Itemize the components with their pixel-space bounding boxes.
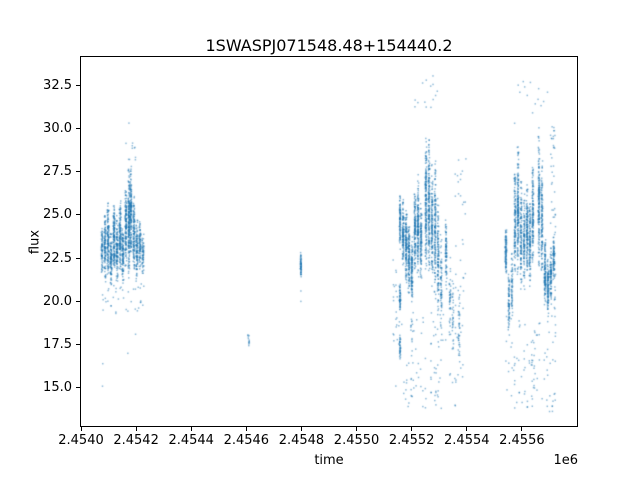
x-tick-mark: [190, 427, 192, 431]
x-tick-label: 2.4544: [168, 433, 214, 448]
y-tick-label: 17.5: [43, 337, 72, 353]
y-tick-label: 22.5: [43, 250, 72, 266]
x-tick-label: 2.4548: [278, 433, 325, 448]
x-tick-label: 2.4542: [113, 433, 159, 448]
y-tick-mark: [76, 171, 80, 173]
x-tick-mark: [245, 427, 247, 431]
x-tick-mark: [356, 427, 358, 431]
y-tick-mark: [76, 300, 80, 302]
x-tick-label: 2.4546: [223, 433, 270, 448]
x-tick-mark: [80, 427, 82, 431]
x-tick-mark: [135, 427, 137, 431]
chart-title: 1SWASPJ071548.48+154440.2: [205, 36, 453, 55]
x-tick-label: 2.4554: [444, 433, 490, 448]
x-tick-label: 2.4540: [58, 433, 104, 448]
y-tick-label: 27.5: [43, 164, 72, 180]
x-tick-mark: [411, 427, 413, 431]
y-tick-mark: [76, 214, 80, 216]
y-tick-mark: [76, 127, 80, 129]
x-tick-label: 2.4556: [499, 433, 545, 448]
x-axis-offset-label: 1e6: [553, 453, 578, 468]
x-axis-label: time: [314, 453, 344, 468]
scatter-points-canvas: [81, 57, 577, 426]
x-tick-mark: [521, 427, 523, 431]
y-tick-mark: [76, 257, 80, 259]
x-tick-mark: [466, 427, 468, 431]
y-tick-label: 30.0: [43, 120, 72, 136]
y-tick-mark: [76, 387, 80, 389]
x-tick-label: 2.4550: [333, 433, 380, 448]
y-tick-label: 32.5: [43, 77, 72, 93]
y-tick-mark: [76, 344, 80, 346]
y-tick-mark: [76, 84, 80, 86]
plot-area: [80, 56, 578, 427]
x-tick-label: 2.4552: [388, 433, 435, 448]
x-tick-mark: [300, 427, 302, 431]
y-tick-label: 25.0: [43, 207, 72, 223]
y-tick-label: 20.0: [43, 293, 72, 309]
y-tick-label: 15.0: [43, 380, 72, 396]
